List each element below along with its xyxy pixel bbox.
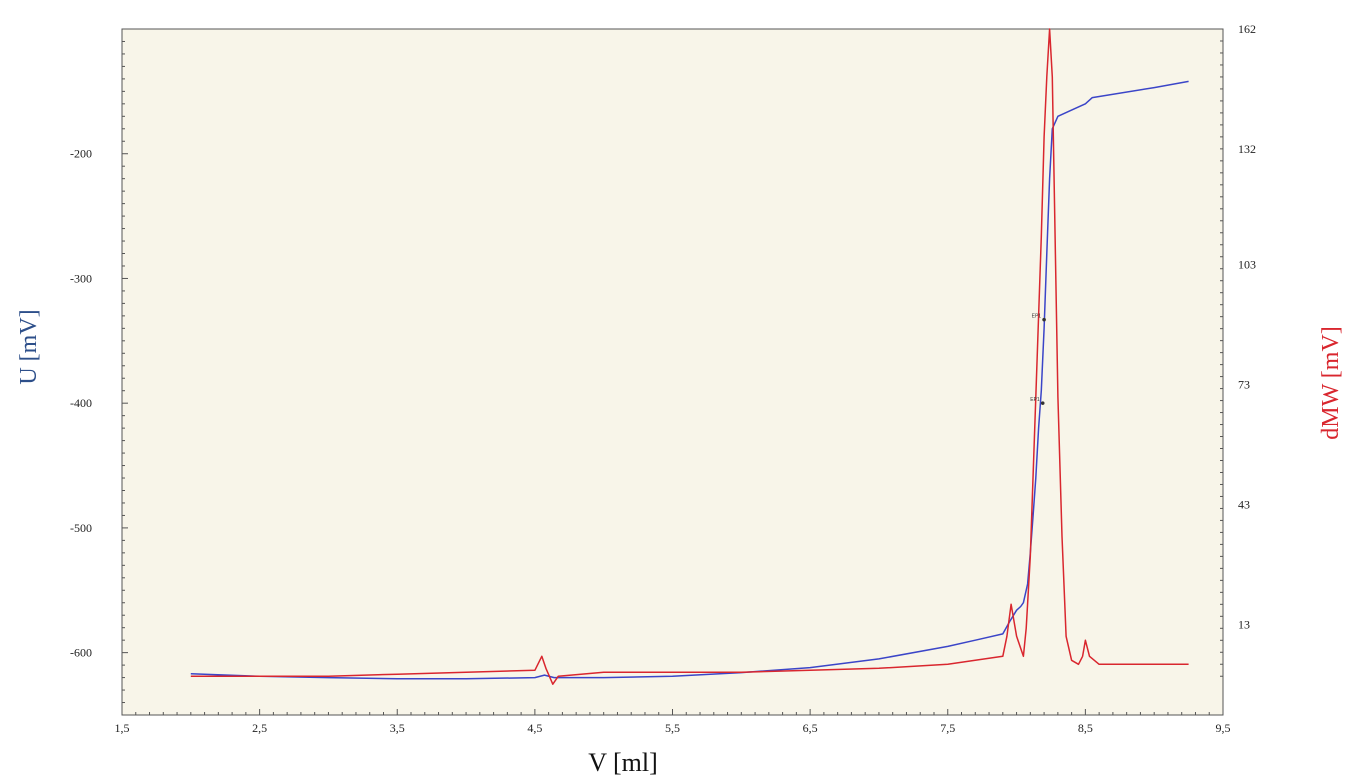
endpoint-marker [1040,401,1045,405]
y-right-tick-label: 162 [1238,22,1256,36]
endpoint-label: EP1 [1032,314,1042,320]
x-tick-label: 7,5 [940,721,955,735]
plot-background [122,29,1223,715]
derivative-series-line [190,28,1189,685]
x-tick-label: 9,5 [1216,721,1231,735]
minor-ticks [121,28,1224,716]
series-layer [190,28,1189,685]
y-axis-right-label: dMW [mV] [1318,326,1344,440]
y-left-tick-label: -300 [70,271,92,285]
y-left-tick-label: -400 [70,396,92,410]
y-right-tick-label: 103 [1238,258,1256,272]
x-tick-labels: 1,5 2,5 3,5 4,5 5,5 6,5 7,5 8,5 9,5 [115,721,1231,735]
x-tick-label: 2,5 [252,721,267,735]
y-right-tick-label: 43 [1238,497,1250,511]
x-tick-label: 8,5 [1078,721,1093,735]
y-left-tick-label: -500 [70,521,92,535]
y-right-tick-labels: 162 132 103 73 43 13 [1238,22,1256,631]
x-tick-label: 3,5 [390,721,405,735]
endpoint-marker [1042,317,1046,322]
x-tick-label: 4,5 [527,721,542,735]
x-axis-label: V [ml] [588,748,658,777]
annotation-layer: EP1 EP1 [1030,314,1046,405]
y-left-tick-label: -600 [70,646,92,660]
x-tick-label: 5,5 [665,721,680,735]
x-tick-label: 6,5 [803,721,818,735]
y-right-tick-label: 73 [1238,378,1250,392]
y-left-tick-labels: -200 -300 -400 -500 -600 [70,147,92,660]
y-right-tick-label: 13 [1238,617,1250,631]
y-left-tick-label: -200 [70,147,92,161]
endpoint-label: EP1 [1030,397,1040,403]
y-right-tick-label: 132 [1238,142,1256,156]
y-axis-left-label: U [mV] [16,309,42,384]
x-tick-label: 1,5 [115,721,130,735]
